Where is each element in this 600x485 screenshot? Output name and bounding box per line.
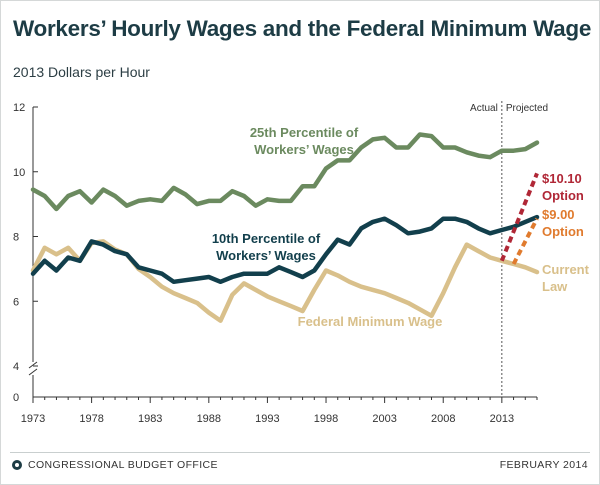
axis-break-mark [28, 361, 38, 369]
series-line-p10 [30, 214, 540, 285]
footer-source: CONGRESSIONAL BUDGET OFFICE [12, 459, 218, 471]
chart-subtitle: 2013 Dollars per Hour [13, 64, 150, 80]
series-label-current-law: Law [542, 279, 568, 294]
series-label-p25: 25th Percentile of [250, 125, 359, 140]
x-tick-label: 1983 [138, 413, 162, 425]
chart-title: Workers’ Hourly Wages and the Federal Mi… [13, 16, 592, 41]
x-tick-label: 2013 [490, 413, 514, 425]
y-tick-label: 6 [13, 296, 19, 308]
series-label-p10: 10th Percentile of [212, 231, 321, 246]
series-label-option-900: Option [542, 224, 584, 239]
x-tick-label: 1993 [255, 413, 279, 425]
x-tick-label: 1973 [21, 413, 45, 425]
footer-divider [10, 452, 590, 453]
divider-label-projected: Projected [506, 103, 548, 114]
annotation-layer: 25th Percentile of Workers’ Wages 10th Per… [212, 125, 590, 329]
cbo-seal-icon [12, 460, 22, 470]
series-label-option-900: $9.00 [542, 207, 575, 222]
x-tick-label: 1998 [314, 413, 338, 425]
footer-date: FEBRUARY 2014 [499, 459, 588, 471]
axis-break-mark [28, 368, 38, 376]
y-tick-label: 8 [13, 232, 19, 244]
x-tick-label: 1988 [197, 413, 221, 425]
series-label-option-1010: $10.10 [542, 171, 582, 186]
series-label-p25: Workers’ Wages [254, 142, 354, 157]
x-tick-label: 1978 [79, 413, 103, 425]
y-tick-label: 4 [13, 361, 19, 373]
x-tick-label: 2008 [431, 413, 455, 425]
series-label-minimum-wage: Federal Minimum Wage [298, 314, 443, 329]
series-line-p25 [30, 132, 540, 212]
series-label-current-law: Current [542, 262, 590, 277]
line-chart: 0 4 6 8 10 12 1973 1978 1983 1988 1993 1998 2003 2008… [13, 101, 590, 425]
series-layer [30, 132, 540, 323]
series-label-option-1010: Option [542, 188, 584, 203]
y-tick-label: 0 [13, 392, 19, 404]
series-line-option-1010 [499, 172, 539, 262]
series-line-option-900 [511, 217, 539, 265]
y-tick-label: 10 [13, 167, 25, 179]
x-tick-label: 2003 [372, 413, 396, 425]
y-tick-label: 12 [13, 102, 25, 114]
axes-layer: 0 4 6 8 10 12 1973 1978 1983 1988 1993 1998 2003 2008… [13, 101, 548, 425]
footer-source-text: CONGRESSIONAL BUDGET OFFICE [28, 459, 218, 471]
series-label-p10: Workers’ Wages [216, 248, 316, 263]
divider-label-actual: Actual [470, 103, 498, 114]
